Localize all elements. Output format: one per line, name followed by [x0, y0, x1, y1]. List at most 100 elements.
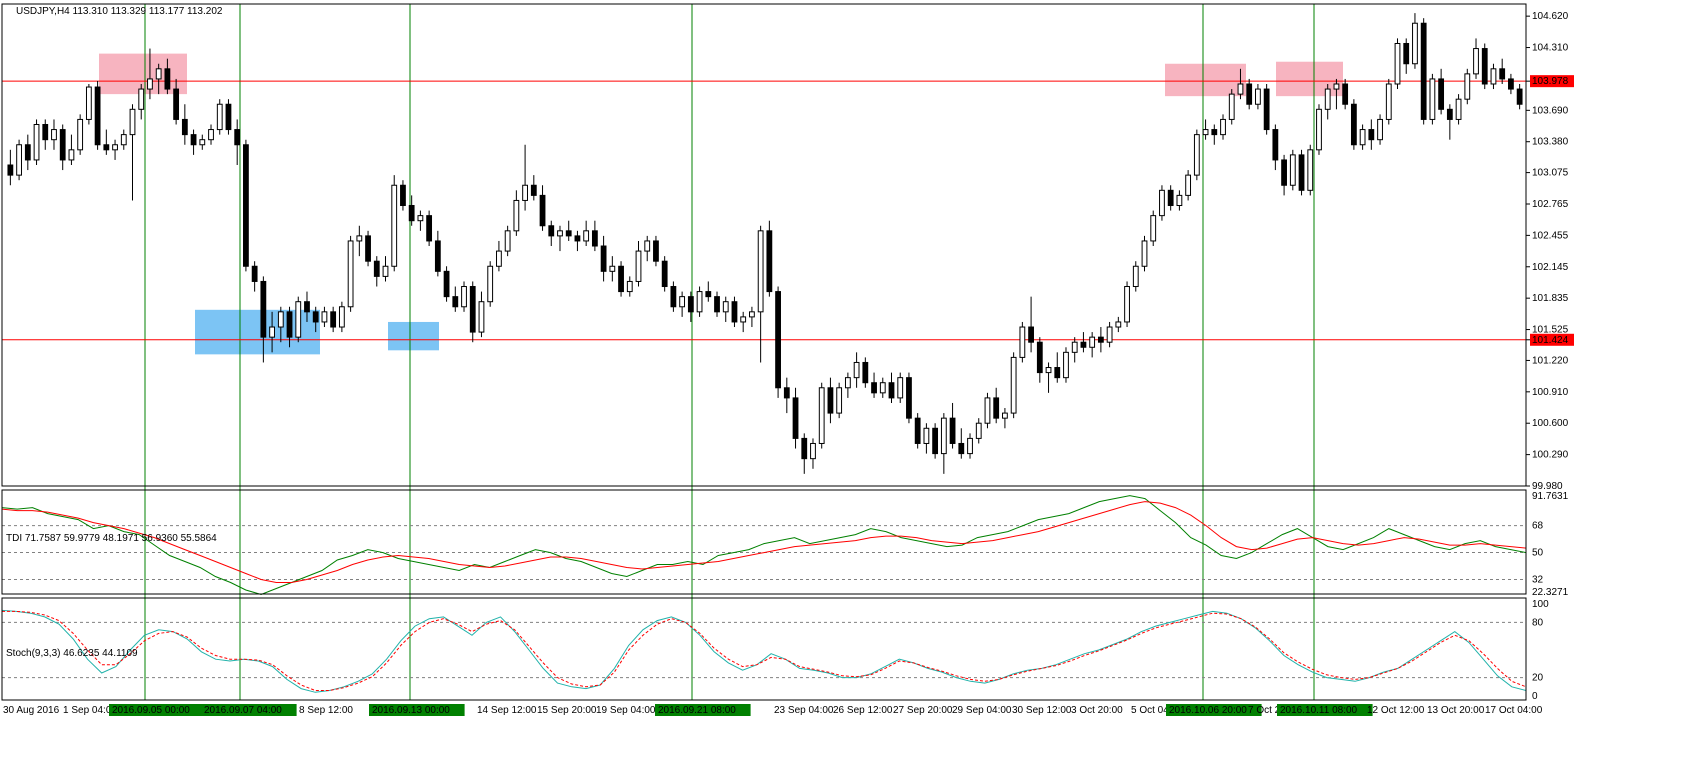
candle[interactable] — [1176, 190, 1183, 211]
resistance-zone[interactable] — [99, 53, 187, 95]
candle[interactable] — [923, 423, 930, 454]
support-zone[interactable] — [195, 309, 320, 355]
candle[interactable] — [1097, 327, 1104, 353]
candle[interactable] — [1019, 321, 1026, 363]
candle[interactable] — [906, 372, 912, 424]
candle[interactable] — [1071, 337, 1078, 363]
candle[interactable] — [958, 428, 965, 459]
candle[interactable] — [356, 225, 363, 257]
candle[interactable] — [644, 235, 651, 262]
candle[interactable] — [591, 220, 598, 252]
candle[interactable] — [522, 144, 528, 211]
candle[interactable] — [77, 114, 84, 155]
candle[interactable] — [1464, 68, 1471, 105]
candle[interactable] — [1394, 38, 1401, 90]
candle[interactable] — [408, 195, 415, 226]
candle[interactable] — [600, 235, 607, 282]
candle[interactable] — [1508, 73, 1514, 95]
candle[interactable] — [635, 240, 642, 287]
candle[interactable] — [1490, 63, 1497, 90]
candle[interactable] — [173, 78, 180, 125]
candle[interactable] — [705, 281, 712, 302]
candle[interactable] — [417, 210, 424, 231]
candle[interactable] — [85, 83, 92, 125]
candle[interactable] — [1054, 352, 1061, 383]
candle[interactable] — [565, 220, 572, 241]
candle[interactable] — [208, 124, 214, 145]
candle[interactable] — [1002, 408, 1008, 429]
candle[interactable] — [967, 433, 973, 459]
candle[interactable] — [1516, 83, 1523, 110]
candle[interactable] — [1106, 321, 1113, 348]
candle[interactable] — [1281, 154, 1287, 196]
candle[interactable] — [1438, 68, 1445, 115]
candle[interactable] — [714, 291, 720, 317]
candle[interactable] — [1481, 43, 1488, 90]
candle[interactable] — [1202, 119, 1209, 140]
candle[interactable] — [103, 129, 110, 155]
candle[interactable] — [1115, 316, 1122, 333]
candle[interactable] — [1342, 78, 1349, 110]
candle[interactable] — [557, 225, 563, 252]
candle[interactable] — [827, 377, 834, 424]
candle[interactable] — [618, 261, 624, 297]
candle[interactable] — [1272, 124, 1279, 171]
candle[interactable] — [696, 286, 703, 317]
candle[interactable] — [1063, 347, 1069, 383]
candle[interactable] — [1420, 18, 1427, 125]
candle[interactable] — [1333, 78, 1340, 110]
candle[interactable] — [1010, 352, 1017, 419]
candle[interactable] — [94, 80, 101, 150]
candle[interactable] — [862, 357, 869, 388]
candle[interactable] — [164, 58, 171, 95]
candle[interactable] — [653, 235, 659, 267]
candle[interactable] — [975, 418, 982, 444]
candle[interactable] — [801, 433, 808, 474]
candle[interactable] — [1377, 114, 1383, 145]
candle[interactable] — [1080, 332, 1087, 353]
candle[interactable] — [1324, 83, 1331, 120]
candle[interactable] — [548, 220, 555, 247]
candle[interactable] — [783, 377, 790, 414]
candle[interactable] — [1220, 114, 1226, 140]
candle[interactable] — [33, 119, 40, 166]
candle[interactable] — [1089, 332, 1096, 358]
candle[interactable] — [321, 306, 328, 328]
candle[interactable] — [347, 235, 354, 312]
candle[interactable] — [661, 256, 668, 292]
candle[interactable] — [373, 256, 380, 287]
candle[interactable] — [120, 129, 127, 150]
candle[interactable] — [42, 119, 49, 150]
candle[interactable] — [24, 134, 31, 171]
candle[interactable] — [1499, 58, 1506, 84]
candle[interactable] — [112, 139, 118, 160]
candle[interactable] — [1141, 235, 1148, 272]
candle[interactable] — [574, 230, 581, 252]
candle[interactable] — [391, 175, 398, 272]
candle[interactable] — [792, 387, 799, 449]
candle[interactable] — [487, 261, 494, 307]
candle[interactable] — [1124, 281, 1130, 328]
candle[interactable] — [879, 377, 886, 398]
candle[interactable] — [844, 372, 851, 398]
candle[interactable] — [1045, 362, 1052, 393]
candle[interactable] — [984, 392, 991, 429]
candle[interactable] — [897, 372, 904, 403]
candle[interactable] — [190, 129, 197, 155]
candle[interactable] — [993, 387, 1000, 424]
candle[interactable] — [234, 119, 241, 166]
candle[interactable] — [68, 134, 75, 166]
candle[interactable] — [722, 296, 729, 322]
candle[interactable] — [504, 225, 511, 257]
candle[interactable] — [452, 286, 459, 312]
candle[interactable] — [1246, 78, 1253, 110]
candle[interactable] — [1211, 124, 1218, 145]
candle[interactable] — [932, 423, 939, 459]
candle[interactable] — [312, 306, 319, 333]
candle[interactable] — [304, 291, 310, 322]
candle[interactable] — [1350, 99, 1357, 150]
candle[interactable] — [1159, 185, 1165, 221]
candle[interactable] — [583, 220, 590, 247]
candle[interactable] — [766, 220, 773, 297]
